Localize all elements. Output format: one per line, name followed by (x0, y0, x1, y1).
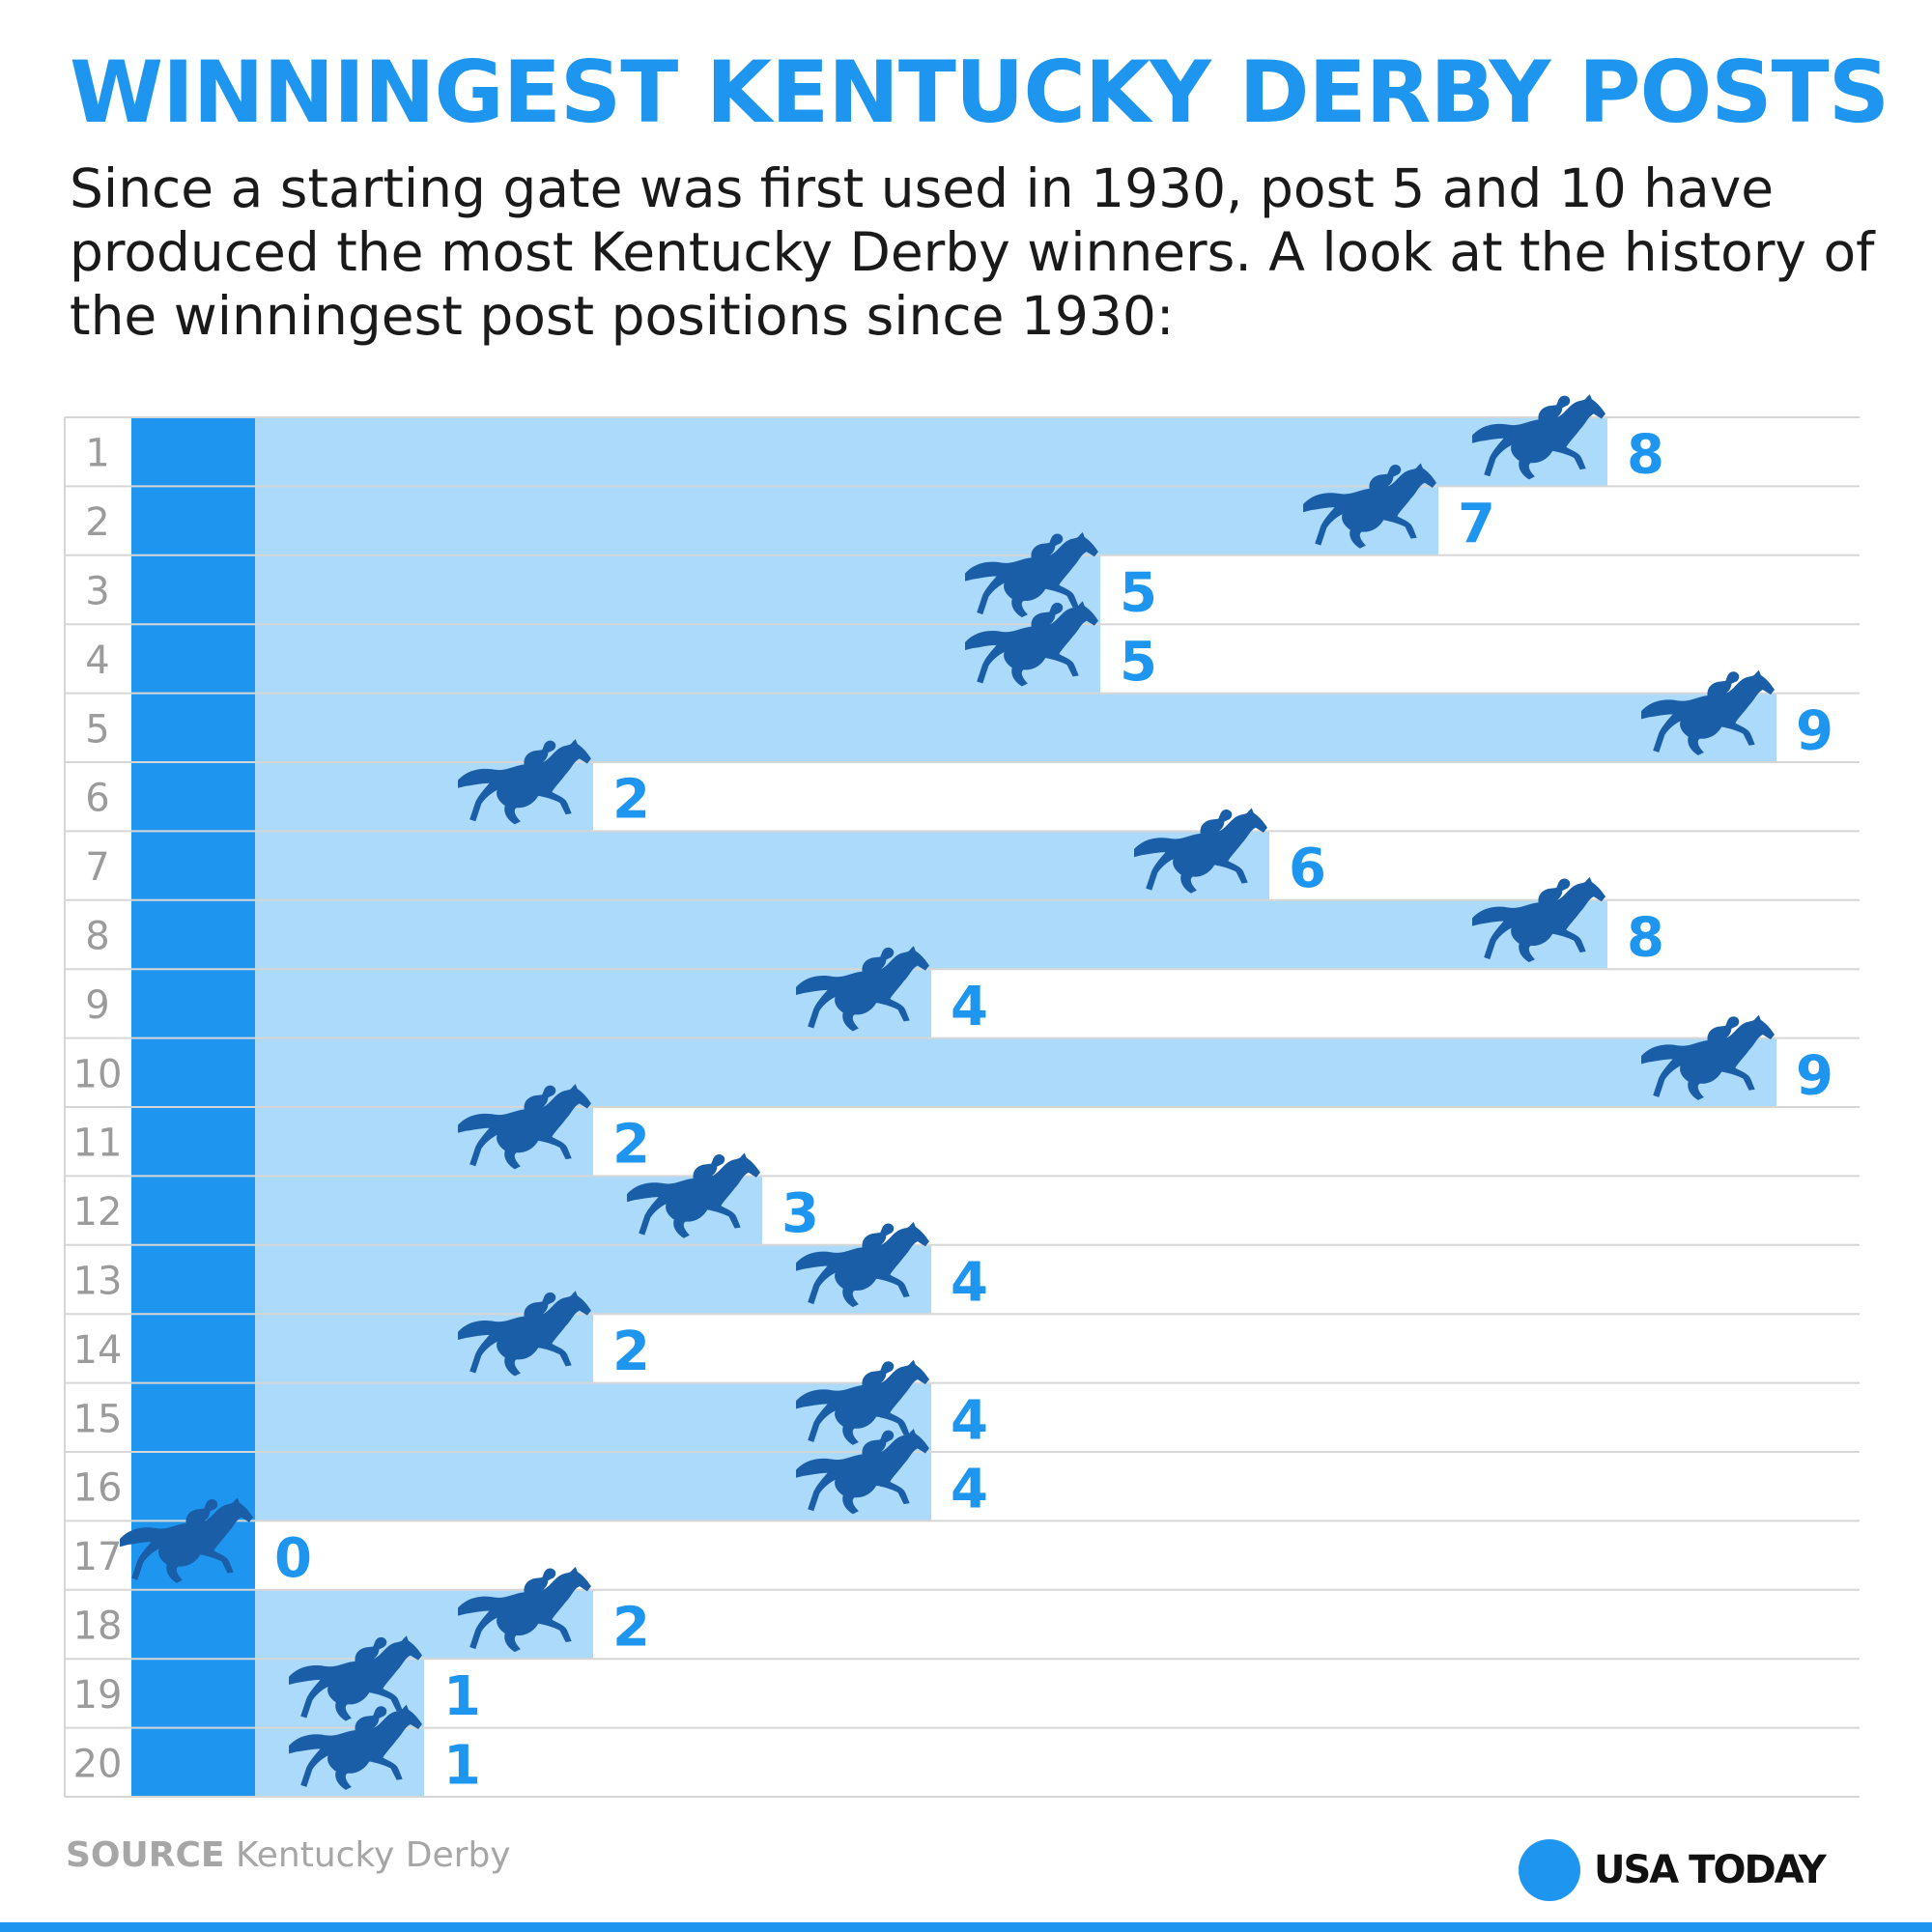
bar-post-7 (255, 831, 1269, 900)
usa-today-logo: USA TODAY (1519, 1838, 1827, 1902)
chart-subtitle: Since a starting gate was first used in … (70, 157, 1875, 347)
post-position-chart: 1 82 73 54 55 96 27 68 89 410 911 212 313 414 215 416 41… (64, 394, 1860, 1798)
post-label: 20 (73, 1742, 123, 1786)
bar-post-4 (255, 624, 1100, 694)
value-label: 2 (612, 1597, 650, 1660)
logo-text: USA TODAY (1594, 1848, 1827, 1892)
post-label: 17 (73, 1535, 123, 1579)
post-label: 12 (73, 1190, 123, 1235)
post-label: 8 (85, 915, 109, 959)
value-label: 2 (612, 1114, 650, 1177)
post-label: 10 (73, 1052, 123, 1096)
value-label: 5 (1120, 562, 1157, 625)
post-label: 16 (73, 1466, 123, 1511)
value-label: 7 (1458, 493, 1495, 555)
bar-post-2 (255, 486, 1438, 555)
usa-today-dot-icon (1519, 1839, 1580, 1901)
post-label: 1 (85, 432, 109, 476)
bottom-rule (0, 1922, 1932, 1932)
source-label: SOURCE (66, 1835, 225, 1875)
value-label: 6 (1289, 838, 1326, 900)
value-label: 3 (781, 1182, 819, 1245)
post-label: 7 (85, 845, 109, 890)
post-label: 6 (85, 777, 109, 821)
value-label: 9 (1796, 1044, 1833, 1107)
post-label: 4 (85, 639, 109, 683)
value-label: 2 (612, 769, 650, 832)
value-label: 0 (274, 1527, 312, 1590)
value-label: 4 (951, 1389, 988, 1452)
value-label: 8 (1627, 424, 1664, 487)
value-label: 2 (612, 1321, 650, 1383)
value-label: 4 (951, 1252, 988, 1315)
source-note: SOURCE Kentucky Derby (66, 1835, 511, 1875)
post-label: 14 (73, 1328, 123, 1373)
value-label: 9 (1796, 699, 1833, 762)
post-label: 15 (73, 1397, 123, 1441)
value-label: 8 (1627, 907, 1664, 970)
post-label: 3 (85, 570, 109, 614)
bar-post-8 (255, 899, 1607, 970)
bar-post-5 (255, 693, 1776, 762)
post-label: 18 (73, 1605, 123, 1649)
bar-post-10 (255, 1037, 1776, 1107)
source-text: Kentucky Derby (235, 1835, 511, 1875)
post-label: 11 (73, 1122, 123, 1166)
value-label: 4 (951, 976, 988, 1038)
post-label: 5 (85, 707, 109, 752)
value-label: 1 (443, 1734, 481, 1797)
post-label: 13 (73, 1260, 123, 1304)
value-label: 4 (951, 1459, 988, 1521)
value-label: 5 (1120, 631, 1157, 694)
bar-post-3 (255, 554, 1100, 625)
post-label: 9 (85, 983, 109, 1028)
chart-title: WINNINGEST KENTUCKY DERBY POSTS (70, 43, 1889, 142)
post-label: 2 (85, 500, 109, 545)
value-label: 1 (443, 1665, 481, 1728)
post-label: 19 (73, 1673, 123, 1718)
